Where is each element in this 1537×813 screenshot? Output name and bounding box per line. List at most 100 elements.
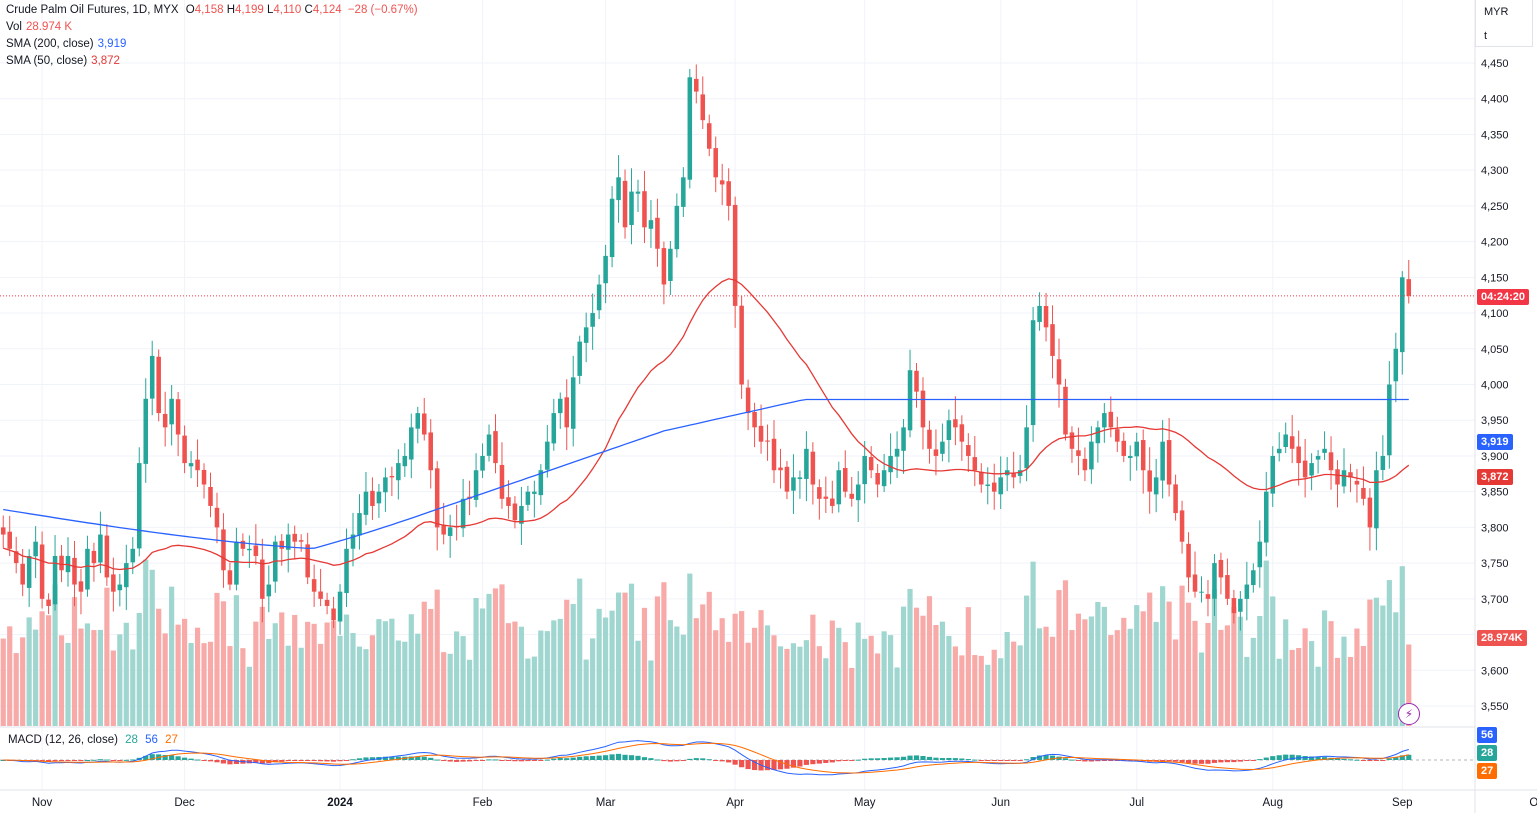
volume-bar: [1017, 645, 1023, 726]
macd-histogram-bar: [661, 760, 667, 762]
candle-body: [85, 548, 90, 590]
candle-body: [590, 313, 595, 327]
candle-body: [188, 463, 194, 467]
macd-histogram-bar: [771, 760, 777, 770]
volume-bar: [1082, 619, 1088, 726]
macd-histogram-bar: [1095, 760, 1101, 762]
volume-bar: [570, 603, 576, 726]
volume-bar: [1088, 616, 1094, 726]
candle-body: [920, 390, 926, 428]
candle-body: [0, 527, 6, 535]
candle-body: [616, 177, 621, 201]
macd-value-1: 28: [125, 734, 138, 746]
volume-bar: [1211, 589, 1218, 726]
volume-bar: [926, 596, 933, 726]
volume-bar: [110, 650, 116, 726]
macd-histogram-bar: [207, 760, 214, 762]
candle-body: [266, 584, 272, 597]
candle-body: [972, 457, 978, 471]
candle-body: [810, 451, 816, 485]
macd-histogram-bar: [395, 756, 401, 760]
volume-bar: [862, 638, 868, 726]
candle-body: [124, 563, 129, 588]
y-tick-label: 3,800: [1481, 522, 1509, 534]
volume-bar: [272, 623, 278, 726]
high-label: H: [226, 4, 236, 16]
macd-histogram-bar: [466, 760, 473, 762]
volume-bar: [382, 621, 388, 726]
macd-histogram-bar: [693, 758, 699, 760]
macd-histogram-bar: [1101, 760, 1107, 761]
macd-histogram-bar: [479, 760, 486, 761]
volume-bar: [978, 655, 984, 726]
volume-bar: [654, 596, 661, 726]
lightning-icon[interactable]: ⚡: [1398, 703, 1420, 725]
volume-bar: [920, 615, 926, 726]
candle-body: [888, 455, 893, 473]
volume-bar: [1302, 628, 1308, 726]
volume-bar: [395, 640, 401, 726]
volume-bar: [97, 629, 103, 726]
macd-histogram-bar: [525, 760, 531, 762]
macd-histogram-bar: [1017, 760, 1023, 761]
signal-line: [3, 742, 1409, 774]
volume-bar: [324, 622, 330, 726]
macd-histogram-bar: [732, 760, 738, 765]
candle-body: [1089, 441, 1094, 470]
macd-histogram-bar: [447, 760, 453, 762]
candle-body: [1056, 359, 1062, 385]
volume-bar: [305, 621, 311, 726]
macd-histogram-bar: [1205, 760, 1211, 764]
volume-bar: [803, 640, 809, 726]
candle-body: [1024, 427, 1029, 469]
volume-bar: [52, 584, 58, 726]
macd-histogram-bar: [1062, 758, 1069, 760]
macd-histogram-bar: [1088, 760, 1094, 762]
candle-body: [370, 490, 375, 506]
currency-unit-box[interactable]: MYR t: [1475, 0, 1533, 47]
macd-histogram-bar: [1386, 758, 1392, 760]
volume-bar: [311, 623, 317, 726]
volume-bar: [499, 584, 505, 726]
candle-body: [1121, 440, 1127, 456]
volume-bar: [1127, 628, 1133, 726]
x-tick-label: Apr: [726, 797, 744, 809]
sma200-value: 3,919: [97, 38, 127, 50]
candle-body: [1199, 591, 1204, 593]
candle-body: [681, 177, 686, 207]
volume-bar: [1075, 613, 1082, 726]
macd-histogram-bar: [751, 760, 758, 771]
candle-body: [635, 191, 641, 194]
volume-bar: [998, 658, 1004, 726]
candle-body: [493, 431, 498, 464]
x-tick-label: Sep: [1392, 797, 1412, 809]
macd-histogram-bar: [1244, 760, 1250, 761]
macd-histogram-bar: [959, 758, 965, 760]
close-value: 4,124: [312, 4, 342, 16]
macd-histogram-bar: [687, 758, 693, 760]
x-tick-label: Oct: [1529, 797, 1537, 809]
candle-body: [162, 413, 168, 428]
macd-histogram-bar: [1043, 755, 1049, 760]
macd-histogram-bar: [1075, 760, 1082, 761]
macd-histogram-bar: [84, 759, 91, 761]
x-tick-label: Nov: [32, 797, 53, 809]
candle-body: [1127, 455, 1133, 458]
candle-body: [570, 377, 576, 429]
macd-histogram-bar: [486, 759, 492, 761]
currency-label: MYR: [1484, 6, 1509, 18]
volume-bar: [194, 627, 201, 726]
volume-bar: [583, 659, 589, 726]
candle-body: [1225, 575, 1230, 599]
volume-bar: [888, 635, 894, 726]
volume-bar: [369, 635, 376, 726]
macd-histogram-bar: [382, 756, 388, 760]
macd-histogram-bar: [227, 760, 233, 765]
candle-body: [1212, 563, 1217, 599]
volume-bar: [603, 617, 609, 726]
candle-body: [1192, 574, 1198, 592]
candle-body: [985, 484, 991, 486]
volume-bar: [505, 623, 512, 726]
macd-histogram-bar: [790, 760, 797, 768]
